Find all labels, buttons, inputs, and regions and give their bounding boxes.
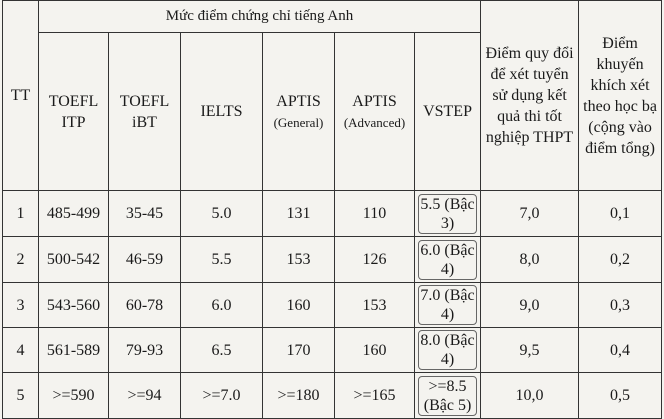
- table-cell: 7.0 (Bậc 4): [413, 282, 482, 328]
- table-cell: 8,0: [480, 236, 580, 283]
- column-name: APTIS: [352, 92, 397, 110]
- table-cell: 2: [2, 236, 39, 283]
- vstep-value: 7.0 (Bậc 4): [418, 285, 478, 325]
- vstep-value: 6.0 (Bậc 4): [418, 239, 478, 280]
- header-cell: TOEFL iBT: [108, 32, 181, 191]
- table-cell: 543-560: [38, 282, 109, 328]
- column-sub: (General): [273, 114, 324, 130]
- header-row: TOEFL ITP TOEFL iBT IELTS APTIS (General) APT…: [3, 32, 662, 191]
- table-cell: 60-78: [108, 282, 181, 328]
- column-name: IELTS: [200, 103, 243, 120]
- table-cell: 5.5: [180, 236, 263, 283]
- table-cell: 485-499: [38, 190, 109, 237]
- table-row: 5 >=590 >=94 >=7.0 >=180 >=165 >=8.5 (Bậc 5) 10…: [2, 372, 663, 419]
- table-cell: 160: [334, 327, 415, 373]
- column-name: TOEFL ITP: [48, 92, 99, 131]
- table-cell: 3: [2, 282, 39, 328]
- table-cell: >=94: [108, 372, 181, 419]
- header-row: TT Mức điểm chứng chỉ tiếng Anh Điểm quy…: [2, 0, 663, 191]
- table-cell: >=165: [334, 372, 415, 419]
- table-cell: 110: [334, 190, 415, 237]
- column-sub: (Advanced): [343, 114, 406, 130]
- table-cell: 170: [262, 327, 335, 373]
- table-cell: 131: [262, 190, 335, 237]
- table-cell: >=8.5 (Bậc 5): [413, 372, 482, 419]
- table-cell: 5.5 (Bậc 3): [413, 190, 482, 237]
- table-cell: 9,5: [480, 327, 580, 373]
- table-cell: 0,1: [578, 190, 663, 237]
- table-cell: >=7.0: [180, 372, 263, 419]
- header-cell: TOEFL ITP: [38, 32, 109, 191]
- table-cell: 153: [334, 282, 415, 328]
- table-cell: 79-93: [108, 327, 181, 373]
- table-row: 3 543-560 60-78 6.0 160 153 7.0 (Bậc 4) 9,0 0,3: [2, 282, 663, 328]
- table-body: 1 485-499 35-45 5.0 131 110 5.5 (Bậc 3) 7,0 0,1 2…: [2, 190, 663, 419]
- table-row: 1 485-499 35-45 5.0 131 110 5.5 (Bậc 3) 7,0 0,1: [2, 190, 663, 237]
- table-cell: 8.0 (Bậc 4): [413, 327, 482, 373]
- vstep-value: >=8.5 (Bậc 5): [418, 375, 478, 416]
- vstep-value: 8.0 (Bậc 4): [418, 330, 478, 370]
- table-cell: 6.5: [180, 327, 263, 373]
- table-row: 2 500-542 46-59 5.5 153 126 6.0 (Bậc 4) 8,0 0,2: [2, 236, 663, 283]
- table-cell: 4: [2, 327, 39, 373]
- table-cell: 0,2: [578, 236, 663, 283]
- table-cell: 7,0: [480, 190, 580, 237]
- header-cell: APTIS (General): [262, 32, 335, 191]
- table-cell: 0,3: [578, 282, 663, 328]
- header-cell: APTIS (Advanced): [334, 32, 415, 191]
- table-row: 4 561-589 79-93 6.5 170 160 8.0 (Bậc 4) 9,5 0,4: [2, 327, 663, 373]
- table-cell: >=590: [38, 372, 109, 419]
- column-name: VSTEP: [423, 103, 472, 120]
- table-cell: 160: [262, 282, 335, 328]
- table-cell: 9,0: [480, 282, 580, 328]
- table-cell: 1: [2, 190, 39, 237]
- column-name: APTIS: [276, 92, 321, 110]
- table-cell: 10,0: [480, 372, 580, 419]
- header-cell: Mức điểm chứng chỉ tiếng Anh: [37, 0, 482, 33]
- table-cell: 5: [2, 372, 39, 419]
- table-cell: 46-59: [108, 236, 181, 283]
- header-cell: IELTS: [180, 32, 263, 191]
- column-name: TOEFL iBT: [119, 92, 170, 131]
- header-cell: Điểm quy đổi để xét tuyển sử dụng kết qu…: [480, 0, 580, 191]
- table-cell: 0,5: [578, 372, 663, 419]
- table-cell: 500-542: [38, 236, 109, 283]
- vstep-value: 5.5 (Bậc 3): [418, 193, 478, 234]
- table-cell: 6.0: [180, 282, 263, 328]
- table-cell: 561-589: [38, 327, 109, 373]
- table-cell: 5.0: [180, 190, 263, 237]
- table-cell: 35-45: [108, 190, 181, 237]
- table-cell: >=180: [262, 372, 335, 419]
- header-cell: Điểm khuyến khích xét theo học bạ (cộng …: [578, 0, 663, 191]
- header-cell: TT: [2, 0, 39, 191]
- table-cell: 6.0 (Bậc 4): [413, 236, 482, 283]
- table-cell: 153: [262, 236, 335, 283]
- header-cell: VSTEP: [413, 32, 482, 191]
- table-cell: 126: [334, 236, 415, 283]
- table-cell: 0,4: [578, 327, 663, 373]
